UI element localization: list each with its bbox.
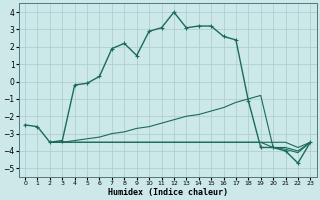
X-axis label: Humidex (Indice chaleur): Humidex (Indice chaleur) [108, 188, 228, 197]
